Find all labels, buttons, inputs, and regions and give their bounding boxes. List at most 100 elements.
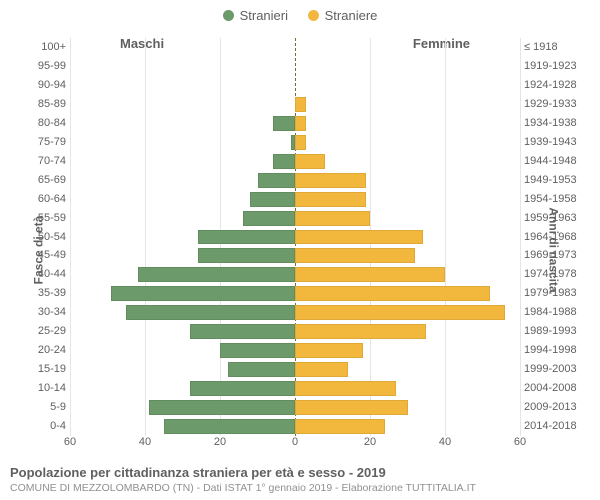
bar-male bbox=[273, 116, 296, 131]
age-label: 5-9 bbox=[22, 398, 66, 416]
pyramid-row: 5-92009-2013 bbox=[70, 398, 520, 417]
bar-male bbox=[111, 286, 295, 301]
grid-line bbox=[520, 38, 521, 436]
bar-male bbox=[228, 362, 296, 377]
bar-female bbox=[295, 173, 366, 188]
age-label: 0-4 bbox=[22, 417, 66, 435]
year-label: 2004-2008 bbox=[524, 379, 586, 397]
pyramid-row: 90-941924-1928 bbox=[70, 76, 520, 95]
bar-female bbox=[295, 154, 325, 169]
caption-subtitle: COMUNE DI MEZZOLOMBARDO (TN) - Dati ISTA… bbox=[10, 482, 590, 494]
age-label: 55-59 bbox=[22, 209, 66, 227]
bar-female bbox=[295, 211, 370, 226]
pyramid-row: 85-891929-1933 bbox=[70, 95, 520, 114]
bar-male bbox=[243, 211, 296, 226]
x-axis: 6040200204060 bbox=[70, 436, 520, 450]
bar-male bbox=[126, 305, 295, 320]
year-label: 1964-1968 bbox=[524, 228, 586, 246]
pyramid-chart: Stranieri Straniere Maschi Femmine Fasce… bbox=[0, 0, 600, 500]
pyramid-row: 70-741944-1948 bbox=[70, 152, 520, 171]
legend-swatch-female bbox=[308, 10, 319, 21]
x-tick: 40 bbox=[139, 436, 151, 448]
pyramid-row: 45-491969-1973 bbox=[70, 246, 520, 265]
x-tick: 60 bbox=[64, 436, 76, 448]
year-label: 1929-1933 bbox=[524, 95, 586, 113]
age-label: 70-74 bbox=[22, 152, 66, 170]
age-label: 40-44 bbox=[22, 265, 66, 283]
bar-male bbox=[250, 192, 295, 207]
year-label: ≤ 1918 bbox=[524, 38, 586, 56]
bar-female bbox=[295, 305, 505, 320]
bar-female bbox=[295, 343, 363, 358]
age-label: 20-24 bbox=[22, 341, 66, 359]
year-label: 2009-2013 bbox=[524, 398, 586, 416]
year-label: 1924-1928 bbox=[524, 76, 586, 94]
bar-male bbox=[164, 419, 295, 434]
year-label: 1969-1973 bbox=[524, 246, 586, 264]
pyramid-row: 20-241994-1998 bbox=[70, 341, 520, 360]
year-label: 1999-2003 bbox=[524, 360, 586, 378]
age-label: 50-54 bbox=[22, 228, 66, 246]
bar-female bbox=[295, 381, 396, 396]
year-label: 1979-1983 bbox=[524, 284, 586, 302]
bar-female bbox=[295, 192, 366, 207]
year-label: 1954-1958 bbox=[524, 190, 586, 208]
bar-male bbox=[149, 400, 295, 415]
age-label: 45-49 bbox=[22, 246, 66, 264]
year-label: 1989-1993 bbox=[524, 322, 586, 340]
age-label: 25-29 bbox=[22, 322, 66, 340]
legend-label-male: Stranieri bbox=[240, 8, 288, 23]
year-label: 1919-1923 bbox=[524, 57, 586, 75]
x-tick: 0 bbox=[292, 436, 298, 448]
pyramid-row: 95-991919-1923 bbox=[70, 57, 520, 76]
bar-male bbox=[198, 248, 296, 263]
bar-female bbox=[295, 324, 426, 339]
year-label: 1974-1978 bbox=[524, 265, 586, 283]
x-tick: 20 bbox=[214, 436, 226, 448]
pyramid-row: 75-791939-1943 bbox=[70, 133, 520, 152]
legend-label-female: Straniere bbox=[325, 8, 378, 23]
bar-female bbox=[295, 286, 490, 301]
bar-female bbox=[295, 230, 423, 245]
pyramid-row: 60-641954-1958 bbox=[70, 190, 520, 209]
bar-male bbox=[190, 381, 295, 396]
plot-area: 100+≤ 191895-991919-192390-941924-192885… bbox=[70, 38, 520, 436]
pyramid-row: 30-341984-1988 bbox=[70, 303, 520, 322]
pyramid-row: 55-591959-1963 bbox=[70, 209, 520, 228]
pyramid-row: 80-841934-1938 bbox=[70, 114, 520, 133]
bar-male bbox=[138, 267, 296, 282]
age-label: 65-69 bbox=[22, 171, 66, 189]
x-tick: 60 bbox=[514, 436, 526, 448]
bar-female bbox=[295, 267, 445, 282]
age-label: 100+ bbox=[22, 38, 66, 56]
year-label: 1949-1953 bbox=[524, 171, 586, 189]
caption-title: Popolazione per cittadinanza straniera p… bbox=[10, 465, 590, 480]
age-label: 85-89 bbox=[22, 95, 66, 113]
age-label: 95-99 bbox=[22, 57, 66, 75]
age-label: 30-34 bbox=[22, 303, 66, 321]
pyramid-row: 25-291989-1993 bbox=[70, 322, 520, 341]
age-label: 15-19 bbox=[22, 360, 66, 378]
bar-female bbox=[295, 248, 415, 263]
bar-female bbox=[295, 97, 306, 112]
pyramid-row: 15-191999-2003 bbox=[70, 360, 520, 379]
bar-male bbox=[198, 230, 296, 245]
age-label: 80-84 bbox=[22, 114, 66, 132]
x-tick: 20 bbox=[364, 436, 376, 448]
year-label: 1959-1963 bbox=[524, 209, 586, 227]
year-label: 1939-1943 bbox=[524, 133, 586, 151]
bar-male bbox=[190, 324, 295, 339]
bar-male bbox=[258, 173, 295, 188]
bar-female bbox=[295, 135, 306, 150]
pyramid-row: 50-541964-1968 bbox=[70, 228, 520, 247]
pyramid-row: 65-691949-1953 bbox=[70, 171, 520, 190]
chart-caption: Popolazione per cittadinanza straniera p… bbox=[10, 465, 590, 494]
bar-female bbox=[295, 419, 385, 434]
pyramid-row: 10-142004-2008 bbox=[70, 379, 520, 398]
age-label: 90-94 bbox=[22, 76, 66, 94]
bar-female bbox=[295, 116, 306, 131]
legend-item-female: Straniere bbox=[308, 8, 378, 23]
year-label: 1984-1988 bbox=[524, 303, 586, 321]
legend: Stranieri Straniere bbox=[0, 8, 600, 24]
pyramid-row: 100+≤ 1918 bbox=[70, 38, 520, 57]
